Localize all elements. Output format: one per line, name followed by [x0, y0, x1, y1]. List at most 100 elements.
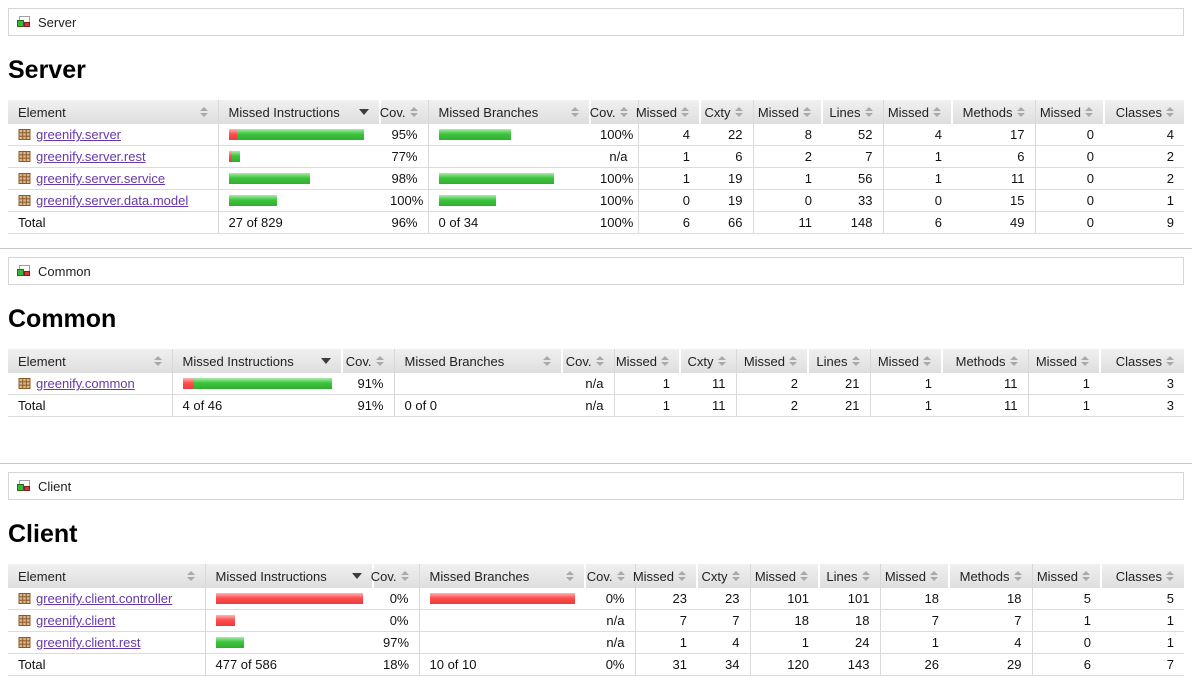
column-header-methods[interactable]: Methods — [948, 564, 1032, 588]
column-header-missed[interactable]: Missed — [1034, 100, 1104, 124]
column-header-cov-[interactable]: Cov. — [341, 349, 394, 373]
column-header-cxty[interactable]: Cxty — [699, 100, 753, 124]
sort-toggle-icon — [1081, 356, 1089, 366]
sort-down-arrow — [595, 362, 604, 366]
instructions-bar-cell — [204, 631, 373, 654]
sort-up-arrow — [1166, 356, 1174, 360]
breadcrumb-label: Client — [38, 478, 72, 494]
column-header-missed-branches[interactable]: Missed Branches — [393, 349, 562, 373]
counter-cell: 4 — [949, 631, 1032, 654]
column-header-cov-[interactable]: Cov. — [371, 564, 419, 588]
package-link[interactable]: greenify.server — [36, 127, 122, 142]
total-label-cell: Total — [8, 211, 218, 234]
column-header-cov-[interactable]: Cov. — [589, 100, 638, 124]
counter-cell: 23 — [697, 588, 750, 610]
sort-toggle-icon — [1082, 571, 1090, 581]
missed-bar-segment — [215, 593, 363, 604]
column-header-label: Cov. — [379, 104, 406, 120]
sort-up-arrow — [933, 107, 941, 111]
sort-toggle-icon — [1013, 571, 1022, 581]
column-header-element[interactable]: Element — [8, 564, 205, 588]
column-header-missed[interactable]: Missed — [749, 564, 819, 588]
branches-bar-cell — [427, 124, 590, 146]
package-link[interactable]: greenify.server.service — [36, 171, 166, 186]
column-header-cov-[interactable]: Cov. — [561, 349, 614, 373]
column-header-label: Methods — [955, 353, 1006, 369]
column-header-missed-instructions[interactable]: Missed Instructions — [217, 100, 380, 124]
column-header-lines[interactable]: Lines — [818, 564, 880, 588]
package-link[interactable]: greenify.client.rest — [36, 635, 141, 650]
column-header-missed[interactable]: Missed — [735, 349, 808, 373]
total-counter-cell: 11 — [752, 211, 822, 234]
package-link[interactable]: greenify.common — [36, 376, 135, 391]
element-cell: greenify.server.service — [8, 167, 218, 190]
column-header-label: Missed — [1035, 353, 1077, 369]
sort-toggle-icon — [571, 107, 579, 117]
column-header-lines[interactable]: Lines — [821, 100, 883, 124]
column-header-methods[interactable]: Methods — [951, 100, 1035, 124]
instructions-bar-cell — [217, 145, 380, 168]
sort-down-arrow — [1009, 362, 1018, 366]
package-link[interactable]: greenify.client — [36, 613, 116, 628]
column-header-missed-instructions[interactable]: Missed Instructions — [204, 564, 373, 588]
column-header-label: Missed — [632, 568, 674, 584]
column-header-element[interactable]: Element — [8, 100, 218, 124]
column-header-missed[interactable]: Missed — [752, 100, 822, 124]
column-header-missed-branches[interactable]: Missed Branches — [427, 100, 590, 124]
sort-up-arrow — [1016, 107, 1025, 111]
instructions-bar-cell — [204, 609, 373, 632]
counter-cell: 18 — [819, 609, 880, 632]
column-header-content: Missed — [888, 105, 941, 120]
column-header-missed[interactable]: Missed — [1031, 564, 1101, 588]
column-header-content: Methods — [953, 354, 1018, 369]
table-row: greenify.client 0% n/a 7 7 18 18 7 7 1 1 — [8, 609, 1184, 632]
branches-bar-cell — [427, 167, 590, 190]
table-row: greenify.server.service 98% 100% 1 19 1 56 1 11 0… — [8, 167, 1184, 190]
sort-toggle-icon — [800, 571, 808, 581]
column-header-classes[interactable]: Classes — [1100, 564, 1184, 588]
column-header-cxty[interactable]: Cxty — [679, 349, 736, 373]
column-header-lines[interactable]: Lines — [807, 349, 870, 373]
branches-bar-cell — [427, 189, 590, 212]
sort-down-arrow — [409, 113, 418, 117]
column-header-label: Cov. — [586, 568, 613, 584]
counter-cell: 21 — [808, 373, 870, 395]
column-header-missed-instructions[interactable]: Missed Instructions — [171, 349, 342, 373]
counter-cell: 11 — [942, 373, 1028, 395]
coverage-bar — [215, 615, 364, 626]
table-total-row: Total 4 of 46 91% 0 of 0 n/a 1 11 2 21 1 11 1 3 — [8, 394, 1184, 417]
column-header-missed-branches[interactable]: Missed Branches — [418, 564, 585, 588]
package-link[interactable]: greenify.server.data.model — [36, 193, 189, 208]
column-header-label: Missed Branches — [404, 353, 505, 369]
column-header-cxty[interactable]: Cxty — [696, 564, 750, 588]
counter-cell: 19 — [700, 167, 753, 190]
column-header-missed[interactable]: Missed — [1027, 349, 1100, 373]
column-header-cov-[interactable]: Cov. — [584, 564, 635, 588]
column-header-missed[interactable]: Missed — [613, 349, 680, 373]
column-header-cov-[interactable]: Cov. — [379, 100, 428, 124]
sort-down-arrow — [803, 113, 811, 117]
package-link[interactable]: greenify.client.controller — [36, 591, 173, 606]
column-header-label: Missed — [635, 104, 677, 120]
total-counter-cell: 11 — [942, 394, 1028, 417]
column-header-classes[interactable]: Classes — [1103, 100, 1184, 124]
sort-up-arrow — [1166, 107, 1174, 111]
column-header-classes[interactable]: Classes — [1099, 349, 1184, 373]
column-header-missed[interactable]: Missed — [632, 564, 697, 588]
instructions-coverage-cell: 91% — [342, 373, 394, 395]
counter-cell: 18 — [749, 609, 819, 632]
column-header-missed[interactable]: Missed — [882, 100, 952, 124]
package-link[interactable]: greenify.server.rest — [36, 149, 146, 164]
column-header-missed[interactable]: Missed — [879, 564, 949, 588]
sort-up-arrow — [199, 107, 208, 111]
instructions-coverage-cell: 0% — [373, 609, 419, 632]
branches-bar-cell — [418, 631, 585, 654]
package-icon — [18, 172, 31, 185]
table-row: greenify.client.controller 0% 0% 23 23 101 101… — [8, 588, 1184, 610]
column-header-methods[interactable]: Methods — [941, 349, 1028, 373]
column-header-missed[interactable]: Missed — [635, 100, 700, 124]
column-header-content: Cov. — [590, 105, 628, 120]
column-header-missed[interactable]: Missed — [869, 349, 942, 373]
sort-down-arrow — [1082, 577, 1090, 581]
column-header-element[interactable]: Element — [8, 349, 172, 373]
